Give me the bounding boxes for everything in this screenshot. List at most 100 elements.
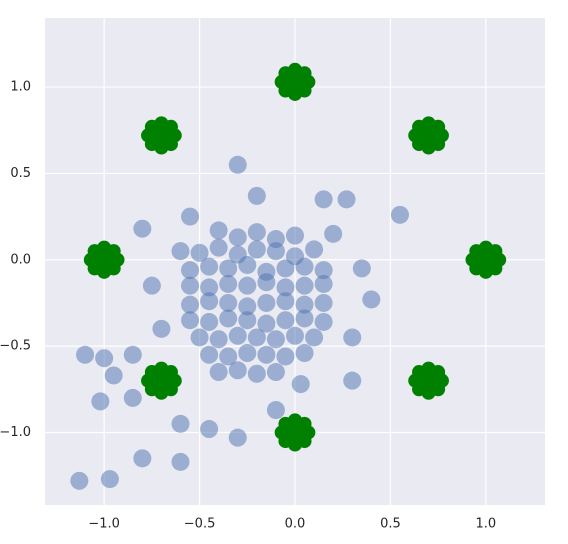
point [238, 255, 257, 274]
point [190, 243, 209, 262]
point [286, 226, 304, 245]
point [106, 261, 121, 276]
y-tick-label: −1.0 [0, 425, 31, 440]
point [247, 186, 266, 205]
point [142, 276, 161, 295]
point [70, 471, 89, 490]
point [314, 293, 333, 312]
point [257, 293, 276, 312]
y-tick-label: 1.0 [10, 80, 31, 95]
point [181, 295, 200, 314]
point [488, 244, 503, 259]
point [144, 382, 159, 397]
point [412, 382, 427, 397]
point [278, 66, 293, 81]
point [469, 261, 484, 276]
point [278, 83, 293, 98]
x-tick-label: −0.5 [184, 517, 216, 532]
point [247, 364, 266, 383]
x-tick-label: 0.0 [285, 517, 306, 532]
point [297, 66, 312, 81]
point [278, 416, 293, 431]
point [295, 295, 314, 314]
x-tick-label: 0.5 [380, 517, 401, 532]
point [431, 382, 446, 397]
point [297, 434, 312, 449]
point [76, 345, 95, 364]
point [288, 425, 302, 440]
point [133, 449, 152, 468]
point [87, 261, 102, 276]
point [190, 328, 209, 347]
point [200, 278, 219, 297]
point [219, 309, 238, 328]
point [291, 375, 310, 394]
point [295, 257, 314, 276]
point [163, 382, 178, 397]
point [181, 311, 200, 330]
point [431, 137, 446, 152]
point [362, 290, 381, 309]
point [305, 240, 324, 259]
point [238, 344, 257, 363]
point [276, 278, 295, 297]
point [228, 361, 247, 380]
point [181, 276, 200, 295]
point [238, 276, 257, 295]
point [163, 365, 178, 380]
point [295, 276, 314, 295]
point [200, 420, 219, 439]
point [266, 242, 285, 261]
point [200, 345, 219, 364]
y-tick-label: 0.5 [10, 166, 31, 181]
point [266, 363, 285, 382]
point [171, 414, 190, 433]
point [266, 330, 285, 349]
point [266, 401, 285, 420]
point [431, 119, 446, 134]
point [171, 242, 190, 261]
point [421, 373, 436, 388]
point [181, 261, 200, 280]
point [314, 312, 333, 331]
point [305, 328, 324, 347]
point [133, 219, 152, 238]
point [276, 347, 295, 366]
point [314, 190, 333, 209]
point [209, 221, 228, 240]
point [200, 292, 219, 311]
point [247, 240, 266, 259]
point [123, 388, 142, 407]
point [421, 128, 436, 143]
x-tick-label: 1.0 [475, 517, 496, 532]
point [97, 252, 112, 267]
point [295, 309, 314, 328]
point [104, 366, 123, 385]
point [123, 345, 142, 364]
point [352, 259, 371, 278]
point [209, 330, 228, 349]
point [286, 326, 304, 345]
point [152, 319, 171, 338]
point [100, 470, 119, 489]
point [469, 244, 484, 259]
point [228, 326, 247, 345]
point [163, 119, 178, 134]
point [276, 259, 295, 278]
point [219, 347, 238, 366]
point [144, 137, 159, 152]
point [154, 128, 169, 143]
point [91, 392, 110, 411]
point [106, 244, 121, 259]
point [412, 365, 427, 380]
point [412, 119, 427, 134]
point [171, 452, 190, 471]
y-tick-label: 0.0 [10, 252, 31, 267]
point [228, 428, 247, 447]
point [257, 345, 276, 364]
point [297, 416, 312, 431]
x-tick-label: −1.0 [88, 517, 120, 532]
point [238, 297, 257, 316]
point [324, 224, 343, 243]
